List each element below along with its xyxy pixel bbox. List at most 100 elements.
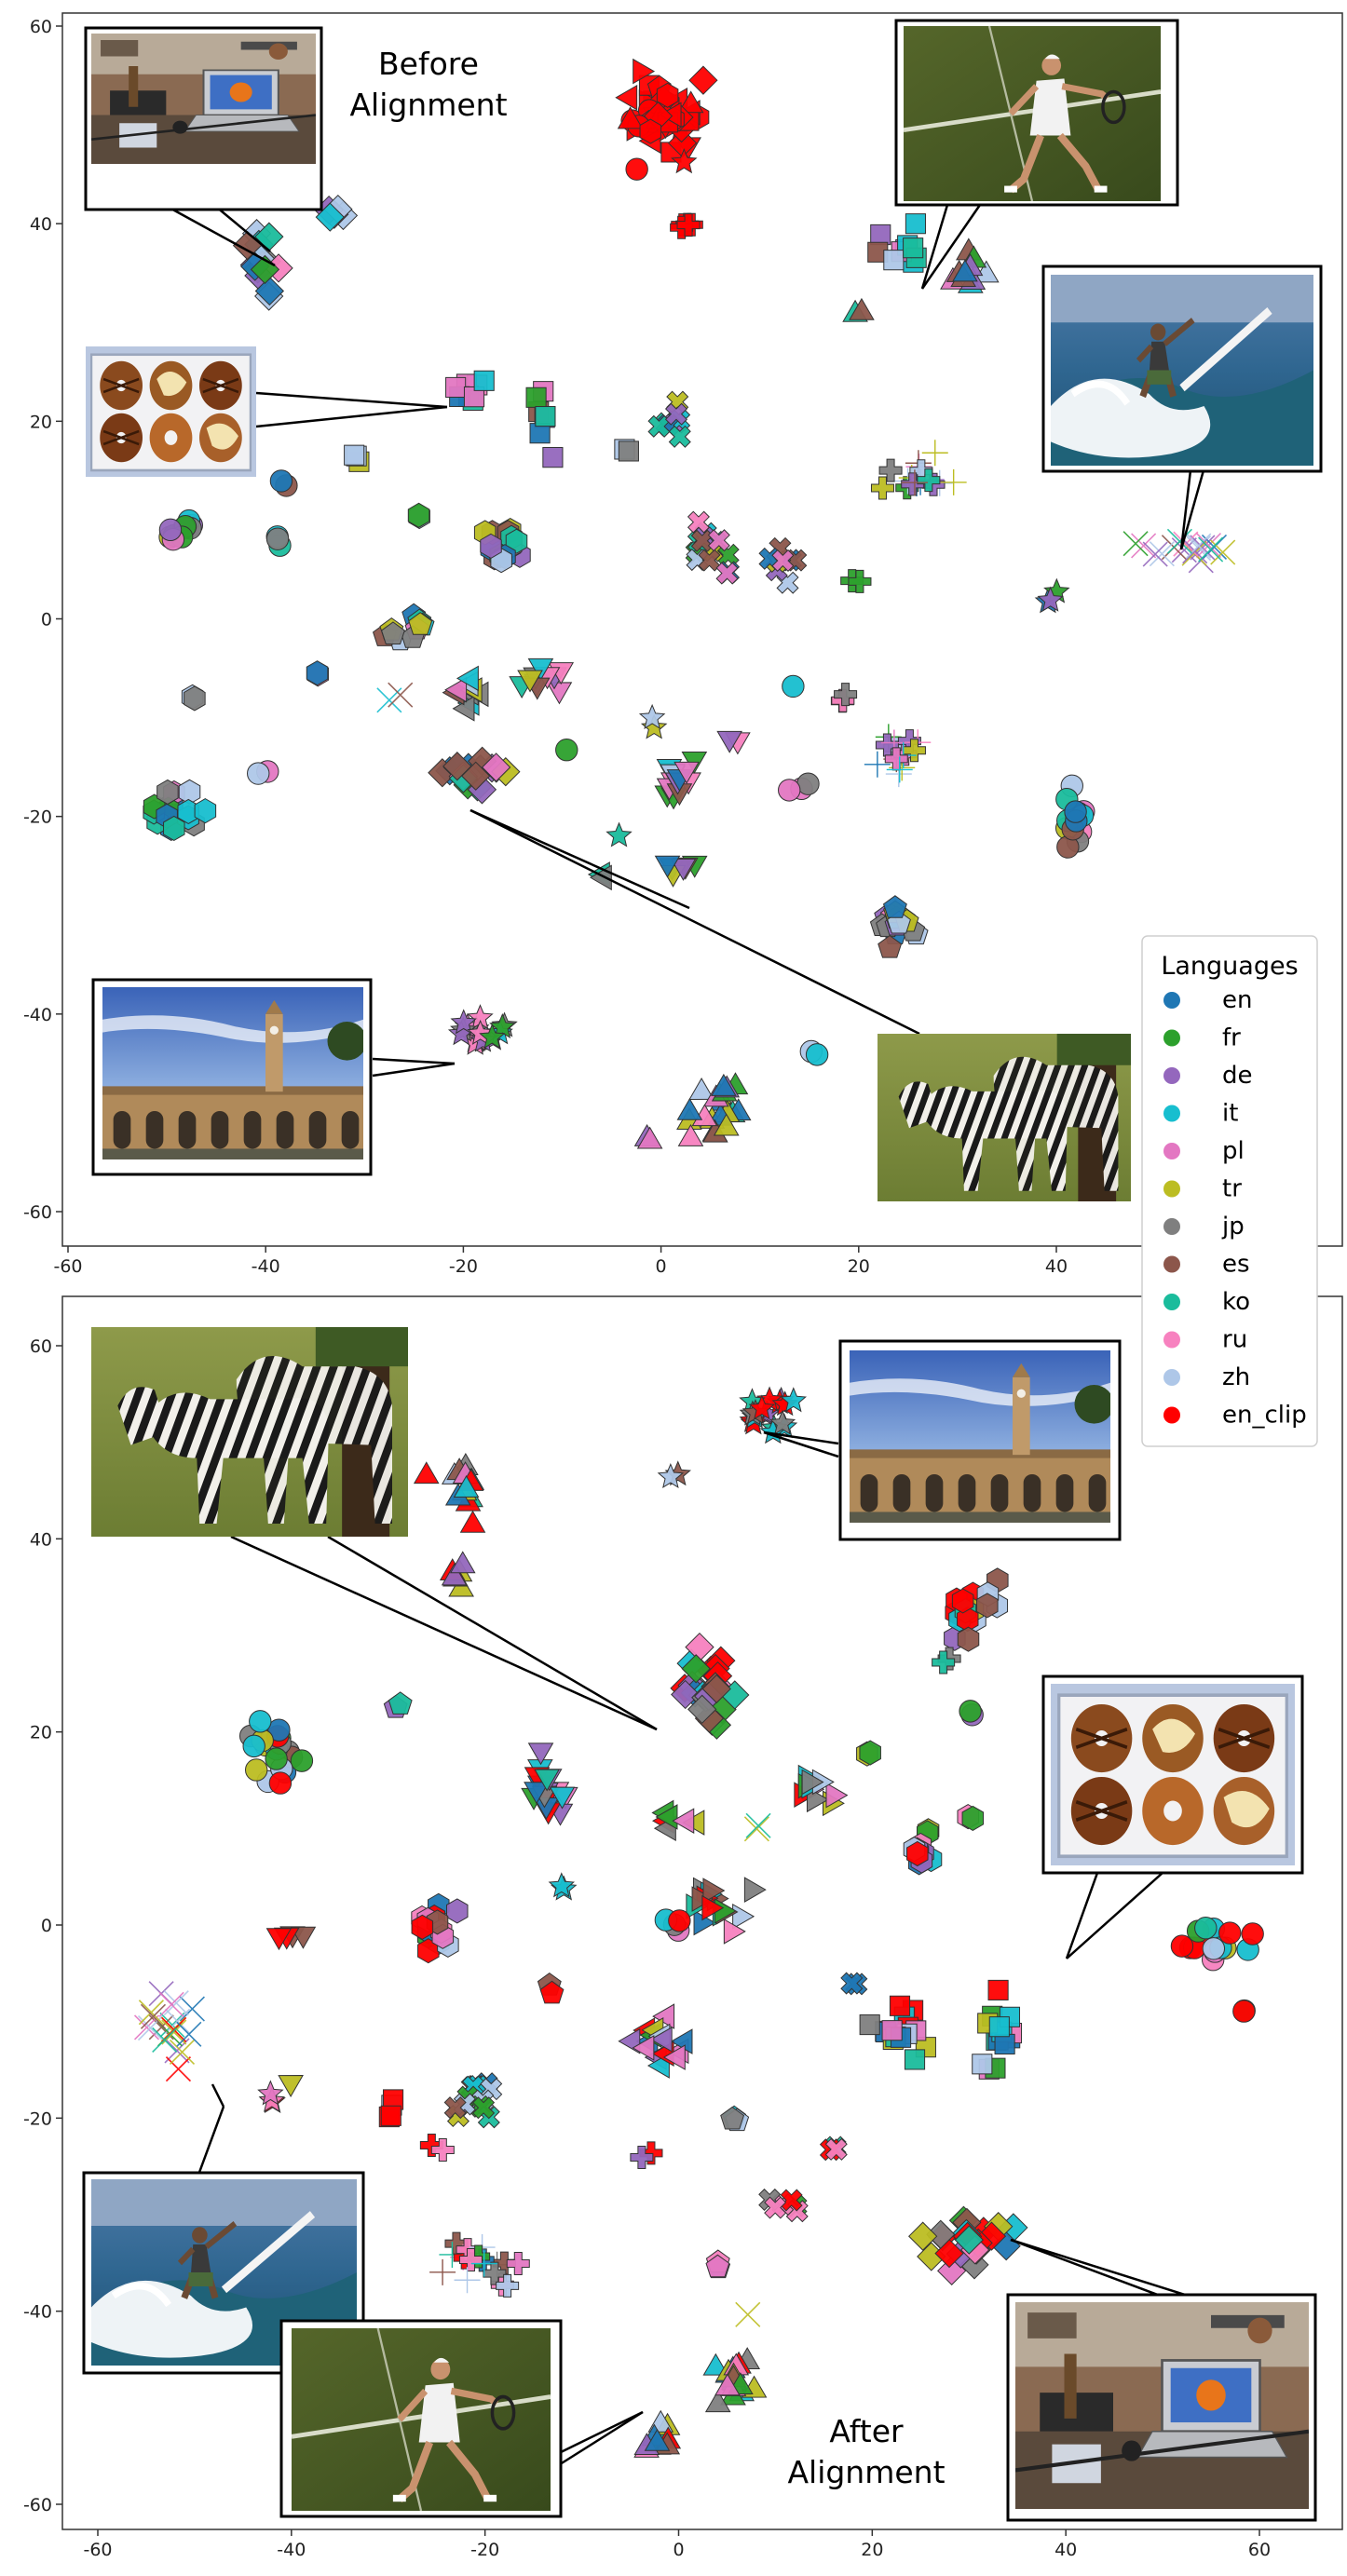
scatter-point bbox=[140, 2003, 167, 2029]
scatter-point bbox=[769, 1409, 796, 1435]
scatter-point bbox=[156, 779, 179, 806]
scatter-point bbox=[152, 2027, 178, 2053]
scatter-point bbox=[615, 84, 638, 111]
scatter-point bbox=[656, 82, 679, 108]
scatter-point bbox=[636, 1126, 663, 1149]
scatter-point bbox=[723, 1918, 746, 1945]
scatter-point bbox=[940, 468, 967, 495]
scatter-point bbox=[801, 1769, 824, 1796]
scatter-point bbox=[163, 1990, 189, 2016]
scatter-point bbox=[976, 1593, 999, 1619]
scatter-point bbox=[668, 1909, 691, 1932]
scatter-point bbox=[459, 1510, 486, 1533]
scatter-point bbox=[889, 1995, 911, 2016]
scatter-point bbox=[381, 621, 405, 645]
scatter-point bbox=[1166, 528, 1192, 554]
scatter-point bbox=[1232, 2000, 1256, 2023]
x-tick-label: 40 bbox=[1045, 1256, 1068, 1277]
inset-surfer-photo-top bbox=[1041, 264, 1323, 473]
scatter-point bbox=[1122, 531, 1149, 557]
scatter-point bbox=[906, 1840, 929, 1867]
scatter-point bbox=[244, 1758, 268, 1782]
scatter-point bbox=[1142, 541, 1168, 567]
inset-desk-photo-bottom bbox=[1006, 2293, 1317, 2522]
scatter-point bbox=[411, 1914, 434, 1940]
scatter-point bbox=[388, 682, 414, 708]
scatter-point bbox=[535, 406, 556, 427]
scatter-point bbox=[163, 815, 185, 842]
y-tick-label: 20 bbox=[30, 412, 52, 432]
scatter-point bbox=[705, 2254, 730, 2278]
x-tick-label: 0 bbox=[673, 2540, 684, 2560]
scatter-point bbox=[630, 2146, 654, 2170]
scatter-point bbox=[732, 1903, 755, 1930]
scatter-point bbox=[506, 2252, 530, 2276]
scatter-point bbox=[444, 676, 468, 703]
y-tick-label: 60 bbox=[30, 1336, 52, 1357]
scatter-point bbox=[165, 2056, 192, 2082]
scatter-point bbox=[257, 2080, 284, 2106]
scatter-point bbox=[480, 533, 502, 559]
scatter-point bbox=[133, 2014, 160, 2040]
scatter-point bbox=[169, 2039, 196, 2065]
scatter-point bbox=[1198, 536, 1224, 563]
scatter-point bbox=[473, 370, 495, 391]
y-tick-label: -40 bbox=[23, 1005, 52, 1025]
scatter-point bbox=[932, 1650, 956, 1674]
scatter-point bbox=[778, 779, 801, 802]
scatter-point bbox=[701, 1674, 731, 1704]
scatter-point bbox=[267, 1718, 291, 1742]
scatter-point bbox=[905, 213, 926, 235]
legend-label-ru: ru bbox=[1222, 1326, 1247, 1354]
scatter-point bbox=[707, 529, 730, 552]
scatter-point bbox=[687, 1694, 717, 1725]
scatter-point bbox=[714, 2373, 741, 2396]
scatter-point bbox=[505, 528, 528, 554]
scatter-point bbox=[158, 518, 183, 542]
scatter-point bbox=[517, 670, 543, 693]
legend-marker-jp bbox=[1163, 1218, 1180, 1235]
scatter-point bbox=[268, 1771, 293, 1795]
scatter-point bbox=[632, 2035, 655, 2061]
scatter-point bbox=[716, 730, 742, 753]
scatter-point bbox=[878, 935, 903, 958]
legend-title: Languages bbox=[1161, 952, 1298, 981]
x-tick-label: -20 bbox=[470, 2540, 499, 2560]
scatter-point bbox=[782, 674, 805, 698]
scatter-point bbox=[441, 1563, 468, 1586]
axis-ticks: -60 -40 -20 0 20 40 -60 -40 -20 0 20 40 60 -60 -40 -20 0… bbox=[23, 17, 1271, 2560]
scatter-point bbox=[1195, 532, 1222, 559]
scatter-point bbox=[677, 90, 704, 114]
scatter-point bbox=[527, 658, 554, 681]
scatter-point bbox=[903, 237, 924, 259]
x-tick-label: -40 bbox=[277, 2540, 306, 2560]
scatter-point bbox=[1218, 1921, 1242, 1945]
inset-donuts-photo-top bbox=[86, 346, 256, 477]
scatter-point bbox=[704, 2390, 731, 2413]
legend-marker-de bbox=[1163, 1067, 1180, 1084]
scatter-point bbox=[988, 2016, 1010, 2038]
scatter-point bbox=[1210, 539, 1236, 565]
scatter-point bbox=[445, 376, 467, 398]
inset-tennis-photo-bottom bbox=[279, 2319, 563, 2518]
legend-marker-es bbox=[1163, 1255, 1180, 1273]
legend-label-es: es bbox=[1222, 1251, 1250, 1279]
scatter-point bbox=[449, 1551, 476, 1574]
scatter-point bbox=[676, 213, 701, 237]
scatter-point bbox=[882, 895, 907, 918]
legend-marker-ru bbox=[1163, 1331, 1180, 1349]
scatter-point bbox=[625, 157, 648, 181]
y-tick-label: -40 bbox=[23, 2302, 52, 2323]
x-tick-label: 40 bbox=[1054, 2540, 1077, 2560]
scatter-point bbox=[546, 682, 573, 705]
scatter-point bbox=[524, 1782, 550, 1805]
scatter-point bbox=[859, 2013, 880, 2036]
scatter-point bbox=[1149, 541, 1175, 567]
scatter-point bbox=[649, 2027, 673, 2053]
scatter-point bbox=[921, 440, 948, 467]
scatter-point bbox=[743, 1816, 769, 1842]
legend-marker-it bbox=[1163, 1105, 1180, 1122]
legend-marker-ko bbox=[1163, 1294, 1180, 1310]
legend-marker-zh bbox=[1163, 1369, 1180, 1386]
